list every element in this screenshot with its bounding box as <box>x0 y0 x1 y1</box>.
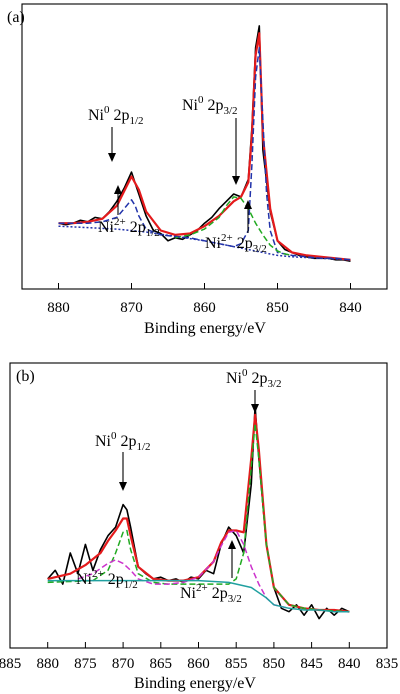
panel-b-series <box>47 405 350 620</box>
panel-a-label: (a) <box>7 9 25 26</box>
panel-b-series-raw <box>47 405 350 620</box>
arrowhead-a-ni2-2p12 <box>114 185 122 194</box>
panel-b-series-ni2plus <box>77 529 290 610</box>
panel-b-x-tick-label-865: 865 <box>150 656 173 672</box>
panel-b-x-tick-label-885: 885 <box>0 656 21 672</box>
panel-a-x-axis-label: Binding energy/eV <box>144 320 266 337</box>
panel-b: (b) 885 880 875 870 865 860 855 850 845 840 835 Bi… <box>0 362 398 692</box>
panel-a-annotation-ni0-2p12: Ni0 2p1/2 <box>88 104 144 127</box>
panel-a-x-tick-label-870: 870 <box>120 300 143 316</box>
panel-b-x-tick-label-880: 880 <box>36 656 59 672</box>
panel-b-x-tick-label-870: 870 <box>112 656 135 672</box>
panel-a-x-ticks: 880 870 860 850 840 <box>47 283 362 316</box>
panel-b-series-ni0 <box>47 422 350 613</box>
panel-a-series <box>58 25 351 262</box>
panel-b-x-tick-label-835: 835 <box>376 656 399 672</box>
panel-b-series-background <box>47 579 350 613</box>
panel-b-x-axis-label: Binding energy/eV <box>134 675 256 692</box>
panel-a-annotation-ni2-2p32: Ni2+ 2p3/2 <box>205 232 267 255</box>
panel-a-x-tick-label-860: 860 <box>193 300 216 316</box>
panel-b-x-tick-label-860: 860 <box>187 656 210 672</box>
panel-a-x-tick-label-880: 880 <box>47 300 70 316</box>
panel-b-annotation-ni2-2p32: Ni2+ 2p3/2 <box>180 582 242 605</box>
panel-a-annotation-ni2-2p12: Ni2+ 2p1/2 <box>98 216 160 239</box>
arrowheads <box>108 153 259 549</box>
arrowhead-a-ni2-2p32 <box>244 200 252 209</box>
arrowhead-a-ni0-2p12 <box>108 153 116 162</box>
panel-b-annotation-ni0-2p12: Ni0 2p1/2 <box>95 430 151 453</box>
panel-b-frame <box>9 362 388 649</box>
panel-a: (a) 880 870 860 850 840 Binding energy/eV Ni… <box>7 3 388 337</box>
arrowhead-b-ni0-2p12 <box>119 482 127 491</box>
panel-a-series-background <box>58 225 351 261</box>
arrowhead-b-ni0-2p32 <box>251 404 259 413</box>
panel-b-x-ticks: 885 880 875 870 865 860 855 850 845 840 835 <box>0 642 398 672</box>
panel-a-x-tick-label-850: 850 <box>266 300 289 316</box>
panel-b-annotation-ni2-2p12: Ni2+ 2p1/2 <box>76 568 138 591</box>
panel-b-x-tick-label-845: 845 <box>300 656 323 672</box>
panel-a-series-ni0 <box>58 47 351 261</box>
panel-b-x-tick-label-850: 850 <box>263 656 286 672</box>
panel-b-x-tick-label-855: 855 <box>225 656 248 672</box>
panel-b-label: (b) <box>16 368 35 385</box>
panel-a-x-tick-label-840: 840 <box>339 300 362 316</box>
panel-a-annotation-ni0-2p32: Ni0 2p3/2 <box>182 94 238 117</box>
arrowhead-b-ni2-2p32 <box>228 540 236 549</box>
panel-b-x-tick-label-840: 840 <box>338 656 361 672</box>
panel-b-x-tick-label-875: 875 <box>74 656 97 672</box>
panel-a-series-ni2plus <box>175 196 293 257</box>
arrowhead-a-ni0-2p32 <box>232 176 240 185</box>
panel-a-series-fit <box>58 32 351 261</box>
panel-b-annotation-ni0-2p32: Ni0 2p3/2 <box>226 367 282 390</box>
